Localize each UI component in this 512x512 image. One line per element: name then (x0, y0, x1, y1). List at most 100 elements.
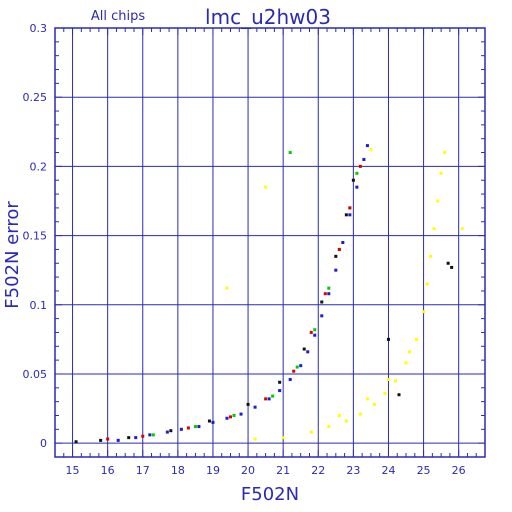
data-point-series-2 (151, 433, 155, 437)
data-point-series-5 (439, 171, 443, 175)
x-tick-label: 22 (311, 464, 325, 477)
data-point-series-5 (369, 148, 373, 152)
tick-labels-layer: 15 16 17 18 19 20 21 22 23 24 25 26 0 0.05 0.1 0.15 0.2 0… (23, 22, 466, 477)
data-point-series-1 (211, 420, 215, 424)
data-point-series-1 (334, 268, 338, 272)
y-tick-label: 0.1 (30, 299, 48, 312)
data-point-series-1 (134, 436, 138, 440)
data-point-series-5 (372, 402, 376, 406)
data-point-series-1 (267, 397, 271, 401)
data-point-series-3 (292, 369, 296, 373)
chart-title: lmc_u2hw03 (205, 5, 331, 29)
data-point-series-1 (365, 144, 369, 148)
x-axis-label: F502N (241, 484, 299, 505)
data-point-series-1 (306, 350, 310, 354)
data-point-series-1 (253, 405, 257, 409)
data-point-series-5 (404, 361, 408, 365)
y-tick-label: 0.3 (30, 22, 48, 35)
y-tick-label: 0.2 (30, 160, 48, 173)
data-point-series-1 (299, 364, 303, 368)
data-point-series-5 (460, 227, 464, 231)
data-point-series-3 (141, 434, 145, 438)
data-point-series-1 (313, 333, 317, 337)
data-point-series-3 (337, 247, 341, 251)
data-point-series-5 (264, 185, 268, 189)
data-point-series-1 (327, 292, 331, 296)
data-point-series-4 (450, 265, 454, 269)
data-point-series-5 (415, 337, 419, 341)
data-point-series-3 (229, 415, 233, 419)
x-tick-label: 16 (101, 464, 115, 477)
data-point-series-4 (320, 300, 324, 304)
x-tick-label: 17 (136, 464, 150, 477)
grid-layer (55, 27, 485, 457)
y-tick-label: 0 (40, 437, 47, 450)
data-point-series-3 (323, 292, 327, 296)
data-point-series-1 (165, 430, 169, 434)
data-point-series-5 (281, 436, 285, 440)
data-point-series-2 (355, 171, 359, 175)
data-point-series-4 (246, 402, 250, 406)
data-point-series-5 (393, 379, 397, 383)
data-point-series-5 (408, 350, 412, 354)
chart-subtitle: All chips (91, 9, 145, 24)
data-point-series-1 (362, 157, 366, 161)
x-tick-label: 19 (206, 464, 220, 477)
y-axis-label: F502N error (2, 201, 23, 309)
data-point-series-3 (358, 164, 362, 168)
data-point-series-1 (148, 433, 152, 437)
data-point-series-1 (288, 378, 292, 382)
data-point-series-1 (239, 412, 243, 416)
data-point-series-2 (327, 286, 331, 290)
plot-frame (54, 27, 486, 458)
data-point-series-4 (344, 213, 348, 217)
data-point-series-4 (302, 347, 306, 351)
data-point-series-5 (253, 437, 257, 441)
data-point-series-5 (344, 419, 348, 423)
data-point-series-2 (295, 365, 299, 369)
data-point-series-4 (207, 419, 211, 423)
data-points-layer (74, 144, 464, 444)
data-point-series-5 (365, 397, 369, 401)
data-point-series-3 (186, 426, 190, 430)
x-tick-label: 23 (346, 464, 360, 477)
x-tick-label: 25 (417, 464, 431, 477)
x-tick-label: 15 (66, 464, 80, 477)
data-point-series-1 (197, 425, 201, 429)
x-tick-label: 24 (381, 464, 395, 477)
data-point-series-4 (351, 178, 355, 182)
data-point-series-2 (271, 394, 275, 398)
x-tick-label: 18 (171, 464, 185, 477)
data-point-series-1 (320, 314, 324, 318)
data-point-series-5 (436, 199, 440, 203)
data-point-series-4 (386, 337, 390, 341)
data-point-series-5 (358, 412, 362, 416)
ticks-layer (54, 27, 486, 457)
data-point-series-2 (288, 151, 292, 155)
data-point-series-3 (348, 206, 352, 210)
data-point-series-5 (443, 151, 447, 155)
data-point-series-2 (232, 413, 236, 417)
data-point-series-4 (74, 440, 78, 444)
data-point-series-1 (348, 213, 352, 217)
data-point-series-5 (422, 310, 426, 314)
x-tick-label: 20 (241, 464, 255, 477)
data-point-series-3 (264, 397, 268, 401)
data-point-series-1 (341, 241, 345, 244)
data-point-series-1 (278, 389, 282, 393)
data-point-series-4 (278, 380, 282, 384)
data-point-series-5 (225, 286, 229, 290)
data-point-series-4 (99, 438, 103, 442)
x-tick-label: 21 (276, 464, 290, 477)
data-point-series-4 (169, 429, 173, 433)
data-point-series-4 (334, 254, 338, 258)
y-tick-label: 0.05 (23, 368, 48, 381)
data-point-series-2 (193, 425, 197, 429)
y-tick-label: 0.25 (23, 91, 48, 104)
data-point-series-5 (386, 378, 390, 382)
data-point-series-5 (383, 391, 387, 395)
data-point-series-5 (425, 282, 429, 286)
data-point-series-4 (446, 261, 450, 265)
